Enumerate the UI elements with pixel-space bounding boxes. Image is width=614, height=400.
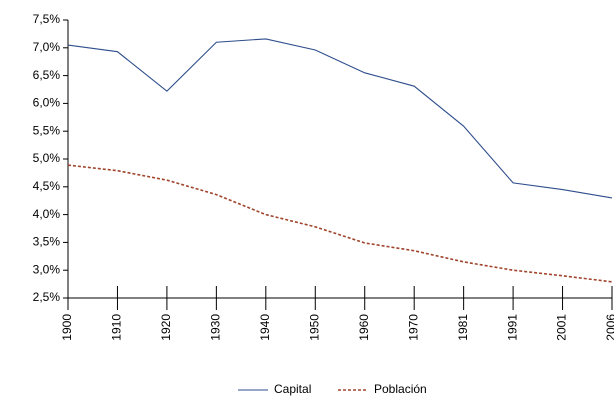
y-tick-label: 3,5% — [33, 235, 61, 249]
y-tick-label: 3,0% — [33, 262, 61, 276]
legend-label: Población — [374, 382, 427, 396]
x-tick-label: 2001 — [555, 314, 569, 341]
x-tick-label: 1930 — [209, 314, 223, 341]
y-tick-label: 4,0% — [33, 207, 61, 221]
x-tick-label: 1940 — [258, 314, 272, 341]
y-tick-label: 7,0% — [33, 40, 61, 54]
y-tick-label: 2,5% — [33, 290, 61, 304]
y-tick-label: 6,0% — [33, 96, 61, 110]
x-tick-label: 1900 — [60, 314, 74, 341]
legend-label: Capital — [274, 382, 311, 396]
x-tick-label: 2006 — [604, 314, 614, 341]
series-line — [67, 164, 613, 283]
y-tick-label: 5,5% — [33, 123, 61, 137]
y-tick-label: 4,5% — [33, 179, 61, 193]
x-tick-label: 1910 — [110, 314, 124, 341]
y-tick-label: 6,5% — [33, 68, 61, 82]
x-tick-label: 1960 — [357, 314, 371, 341]
x-tick-label: 1970 — [406, 314, 420, 341]
y-tick-label: 5,0% — [33, 151, 61, 165]
series-line — [67, 38, 613, 199]
x-tick-label: 1950 — [307, 314, 321, 341]
x-tick-label: 1981 — [456, 314, 470, 341]
x-tick-label: 1991 — [505, 314, 519, 341]
x-tick-label: 1920 — [159, 314, 173, 341]
y-tick-label: 7,5% — [33, 12, 61, 26]
